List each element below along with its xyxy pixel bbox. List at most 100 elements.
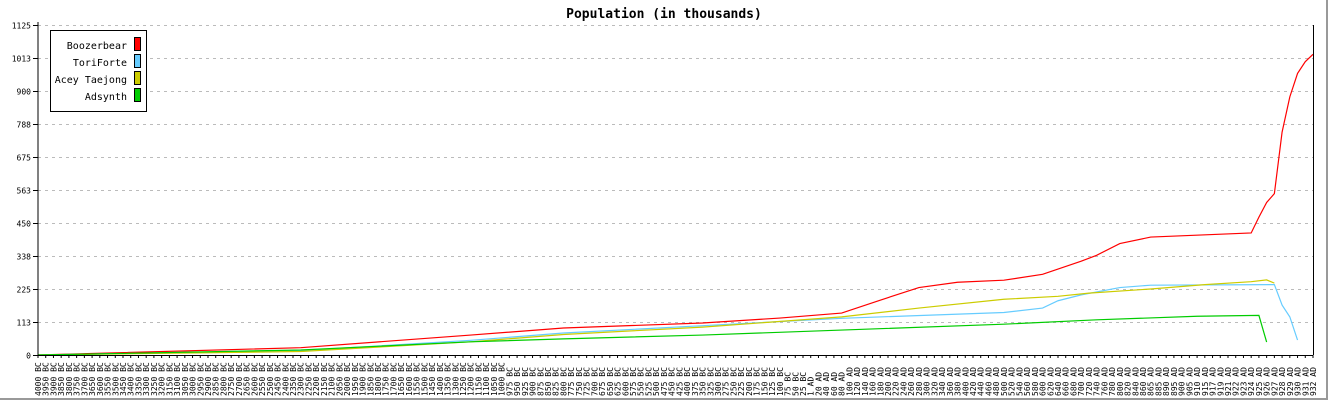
x-tick-label: 900 BC — [529, 367, 538, 396]
legend-swatch — [134, 88, 141, 102]
series-line-toriforte — [37, 283, 1299, 356]
x-tick-label: 1 AD — [807, 377, 816, 396]
x-tick-label: 300 BC — [714, 367, 723, 396]
x-tick-label: 220 AD — [892, 367, 901, 396]
x-tick-label: 660 AD — [1062, 367, 1071, 396]
x-tick-label: 800 AD — [1116, 367, 1125, 396]
x-tick-label: 280 AD — [915, 367, 924, 396]
x-tick-label: 1850 BC — [366, 362, 375, 396]
x-tick-label: 865 AD — [1147, 367, 1156, 396]
y-tick-label: 563 — [17, 187, 32, 196]
x-tick-label: 2050 BC — [335, 362, 344, 396]
x-tick-label: 1150 BC — [474, 362, 483, 396]
x-tick-label: 260 AD — [907, 367, 916, 396]
x-tick-label: 1750 BC — [382, 362, 391, 396]
x-tick-label: 875 BC — [536, 367, 545, 396]
x-tick-label: 924 AD — [1247, 367, 1256, 396]
y-tick-label: 900 — [17, 88, 32, 97]
x-tick-label: 720 AD — [1085, 367, 1094, 396]
x-tick-label: 917 AD — [1209, 367, 1218, 396]
y-tick-label: 788 — [17, 121, 32, 130]
legend-label: Boozerbear — [67, 41, 127, 52]
x-tick-label: 100 AD — [845, 367, 854, 396]
x-tick-label: 3300 BC — [142, 362, 151, 396]
x-tick-label: 1400 BC — [436, 362, 445, 396]
x-tick-label: 675 BC — [598, 367, 607, 396]
x-tick-label: 2100 BC — [328, 362, 337, 396]
x-tick-label: 625 BC — [614, 367, 623, 396]
y-tick-label: 1013 — [12, 55, 31, 64]
x-tick-label: 20 AD — [814, 372, 823, 396]
x-tick-label: 3850 BC — [57, 362, 66, 396]
x-tick-label: 175 BC — [753, 367, 762, 396]
x-tick-label: 60 AD — [830, 372, 839, 396]
x-tick-label: 525 BC — [644, 367, 653, 396]
x-tick-label: 620 AD — [1046, 367, 1055, 396]
x-tick-label: 700 BC — [590, 367, 599, 396]
x-tick-label: 100 BC — [776, 367, 785, 396]
x-tick-label: 350 BC — [699, 367, 708, 396]
x-tick-label: 1200 BC — [467, 362, 476, 396]
x-tick-label: 440 AD — [977, 367, 986, 396]
x-tick-label: 890 AD — [1162, 367, 1171, 396]
x-tick-label: 3700 BC — [80, 362, 89, 396]
x-tick-label: 380 AD — [954, 367, 963, 396]
x-tick-label: 2400 BC — [281, 362, 290, 396]
x-tick-label: 3750 BC — [73, 362, 82, 396]
x-tick-label: 780 AD — [1108, 367, 1117, 396]
x-tick-label: 910 AD — [1193, 367, 1202, 396]
x-tick-label: 240 AD — [899, 367, 908, 396]
x-tick-label: 420 AD — [969, 367, 978, 396]
x-tick-label: 560 AD — [1023, 367, 1032, 396]
legend-swatch — [134, 71, 141, 85]
x-tick-label: 931 AD — [1301, 367, 1310, 396]
x-tick-label: 1300 BC — [451, 362, 460, 396]
x-tick-label: 580 AD — [1031, 367, 1040, 396]
x-tick-label: 1250 BC — [459, 362, 468, 396]
x-tick-label: 3150 BC — [165, 362, 174, 396]
x-tick-label: 3100 BC — [173, 362, 182, 396]
x-tick-label: 2350 BC — [289, 362, 298, 396]
x-tick-label: 680 AD — [1069, 367, 1078, 396]
x-tick-label: 120 AD — [853, 367, 862, 396]
series-line-boozerbear — [37, 53, 1314, 356]
series-line-adsynth — [37, 314, 1268, 356]
legend-swatch — [134, 37, 141, 51]
x-tick-label: 905 AD — [1185, 367, 1194, 396]
x-tick-label: 1600 BC — [405, 362, 414, 396]
x-tick-label: 3400 BC — [127, 362, 136, 396]
x-tick-label: 3550 BC — [104, 362, 113, 396]
x-tick-label: 475 BC — [660, 367, 669, 396]
x-tick-label: 930 AD — [1294, 367, 1303, 396]
x-tick-label: 540 AD — [1015, 367, 1024, 396]
x-tick-label: 400 AD — [961, 367, 970, 396]
y-tick-label: 0 — [26, 352, 31, 361]
x-tick-label: 4000 BC — [34, 362, 43, 396]
x-tick-label: 500 BC — [652, 367, 661, 396]
x-tick-label: 460 AD — [984, 367, 993, 396]
x-tick-label: 160 AD — [869, 367, 878, 396]
x-tick-label: 1350 BC — [444, 362, 453, 396]
x-tick-label: 750 BC — [575, 367, 584, 396]
x-tick-label: 1650 BC — [397, 362, 406, 396]
x-tick-label: 3250 BC — [150, 362, 159, 396]
y-tick-label: 225 — [17, 286, 32, 295]
series-line-acey-taejong — [37, 279, 1275, 356]
x-tick-label: 40 AD — [822, 372, 831, 396]
x-tick-label: 825 BC — [552, 367, 561, 396]
x-tick-label: 1100 BC — [482, 362, 491, 396]
x-tick-label: 3950 BC — [42, 362, 51, 396]
x-tick-label: 2150 BC — [320, 362, 329, 396]
y-tick-label: 113 — [17, 319, 32, 328]
x-tick-label: 1050 BC — [490, 362, 499, 396]
x-tick-label: 725 BC — [583, 367, 592, 396]
x-tick-label: 926 AD — [1263, 367, 1272, 396]
x-tick-label: 820 AD — [1124, 367, 1133, 396]
x-tick-label: 860 AD — [1139, 367, 1148, 396]
y-tick-label: 675 — [17, 154, 32, 163]
x-tick-label: 200 BC — [745, 367, 754, 396]
x-tick-label: 2950 BC — [196, 362, 205, 396]
x-tick-label: 932 AD — [1309, 367, 1318, 396]
x-tick-label: 3500 BC — [111, 362, 120, 396]
y-tick-label: 338 — [17, 253, 32, 262]
